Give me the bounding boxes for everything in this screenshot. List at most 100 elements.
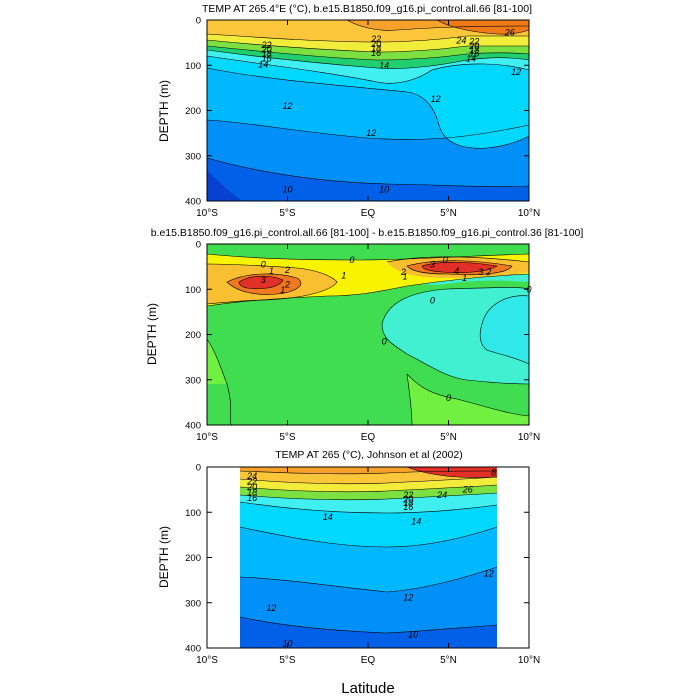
- panel-3-isoline: [239, 526, 498, 548]
- panel-3-contour-label: 20: [246, 482, 257, 492]
- panel-1-isoline: [206, 157, 530, 187]
- panel-3-x-tick-label: 5°N: [440, 655, 457, 666]
- panel-2-isoline: [386, 256, 530, 263]
- panel-1-y-ticks: 0 100 200 300 400: [185, 16, 529, 208]
- panel-3-title: TEMP AT 265 (°C), Johnson et al (2002): [275, 449, 462, 461]
- panel-2-isoline: [206, 253, 530, 261]
- panel-1-y-tick-label: 100: [185, 61, 201, 72]
- panel-3-x-tick-label: 10°S: [196, 655, 218, 666]
- panel-2-contour-label: 0: [261, 259, 266, 269]
- panel-1-x-tick-label: 5°N: [440, 208, 457, 219]
- panel-2-isoline: [206, 263, 338, 305]
- panel-2-x-tick-label: 5°S: [279, 432, 296, 443]
- panel-1-contour-label: 20: [261, 44, 272, 54]
- panel-1-isoline: [206, 119, 530, 140]
- panel-2-isoline: [226, 273, 302, 295]
- panel-1-contour-label: 14: [258, 59, 268, 69]
- panel-2-title: b.e15.B1850.f09_g16.pi_control.all.66 [8…: [151, 227, 584, 239]
- panel-3-isoline: [239, 484, 498, 493]
- panel-2-contour-label: 3: [430, 259, 435, 269]
- panel-1-contour-label: 12: [282, 101, 292, 111]
- panel-2-contour-label: 0: [430, 296, 435, 306]
- panel-3-contour-label: 22: [402, 490, 413, 500]
- panel-2-band-pos-max: [422, 262, 497, 273]
- panel-2-contour-label: 2: [284, 280, 290, 290]
- panel-3-contour-label: 12: [484, 568, 494, 578]
- panel-2-isoline: [381, 323, 530, 385]
- panel-1-contour-label: 20: [468, 41, 479, 51]
- panel-3-isoline: [239, 566, 498, 593]
- panel-2-x-tick-label: 10°N: [518, 432, 540, 443]
- panel-3-contour-label: 16: [247, 493, 257, 503]
- panel-2-isoline: [479, 323, 530, 365]
- panel-2-contour-label: 1: [402, 272, 407, 282]
- panel-3-y-tick-label: 100: [185, 508, 201, 519]
- panel-3-contour-label: 12: [266, 603, 276, 613]
- panel-2-contour-label: 1: [462, 273, 467, 283]
- panel-3-isoline: [239, 501, 498, 514]
- panel-1-isoline: [436, 19, 530, 35]
- panel-2-x-tick-label: 5°N: [440, 432, 457, 443]
- panel-1-x-tick-label: 10°N: [518, 208, 540, 219]
- panel-3-y-tick-label: 300: [185, 598, 201, 609]
- panel-3: TEMP AT 265 (°C), Johnson et al (2002): [157, 449, 540, 666]
- panel-1-contour-lines: [206, 19, 530, 187]
- panel-3-y-ticks: 0 100 200 300 400: [185, 463, 529, 655]
- panel-1-contour-label: 16: [262, 54, 272, 64]
- panel-1-isoline: [206, 49, 530, 69]
- panel-1-contour-label: 18: [469, 45, 479, 55]
- panel-1-contour-label: 14: [466, 54, 476, 64]
- panel-3-y-tick-label: 400: [185, 644, 201, 655]
- panel-1-x-tick-label: EQ: [361, 208, 376, 219]
- panel-3-contour-label: 14: [323, 512, 333, 522]
- panel-1-band-26: [437, 20, 529, 35]
- panel-3-x-tick-label: 10°N: [518, 655, 540, 666]
- panel-3-x-tick-label: EQ: [361, 655, 376, 666]
- panel-1: TEMP AT 265.4°E (°C), b.e15.B1850.f09_g1…: [157, 3, 540, 219]
- panel-1-x-tick-label: 5°S: [279, 208, 296, 219]
- panel-2-contour-label: 1: [341, 271, 346, 281]
- panel-1-y-tick-label: 0: [196, 16, 201, 27]
- panel-2-y-tick-label: 400: [185, 421, 201, 432]
- panel-2-contour-label: 0: [349, 255, 354, 265]
- panel-2-band-light-green: [407, 374, 529, 425]
- panel-3-y-tick-label: 0: [196, 463, 201, 474]
- panel-1-contour-label: 14: [379, 60, 389, 70]
- panel-1-ylabel: DEPTH (m): [157, 80, 171, 142]
- panel-1-contour-label: 18: [262, 49, 272, 59]
- panel-2-isoline: [406, 373, 413, 426]
- panel-2-isoline: [206, 273, 530, 307]
- panel-3-ylabel: DEPTH (m): [157, 526, 171, 588]
- panel-2-ylabel: DEPTH (m): [145, 303, 159, 365]
- panel-3-y-tick-label: 200: [185, 553, 201, 564]
- panel-3-contour-label: 22: [246, 477, 257, 487]
- panel-3-contour-lines: [239, 466, 498, 634]
- panel-2-band-neg-mid: [480, 295, 529, 364]
- panel-1-contour-label: 18: [371, 44, 381, 54]
- panel-1-band-9: [207, 170, 242, 201]
- panel-2-isoline: [406, 373, 530, 417]
- panel-2-contour-label: 1: [269, 266, 274, 276]
- panel-3-data-area: [239, 466, 498, 648]
- panel-3-contour-label: 26: [462, 485, 473, 495]
- panel-1-contour-label: 12: [431, 94, 441, 104]
- panel-3-isoline: [239, 492, 498, 501]
- panel-2-isoline: [381, 287, 530, 325]
- panel-3-contour-label: 16: [403, 502, 413, 512]
- panel-3-contour-label: 24: [246, 471, 257, 481]
- panel-2-isoline: [481, 295, 530, 325]
- panel-2-x-tick-label: 10°S: [196, 432, 218, 443]
- panel-2-isoline: [206, 338, 233, 426]
- panel-2-isoline: [421, 261, 498, 274]
- panel-2-contour-label: 3: [478, 267, 483, 277]
- panel-2-contour-label: 2: [400, 267, 406, 277]
- panel-3-isoline: [239, 616, 498, 634]
- panel-3-contour-label: 18: [247, 487, 257, 497]
- panel-3-isoline: [239, 476, 498, 485]
- panel-2-y-tick-label: 100: [185, 285, 201, 296]
